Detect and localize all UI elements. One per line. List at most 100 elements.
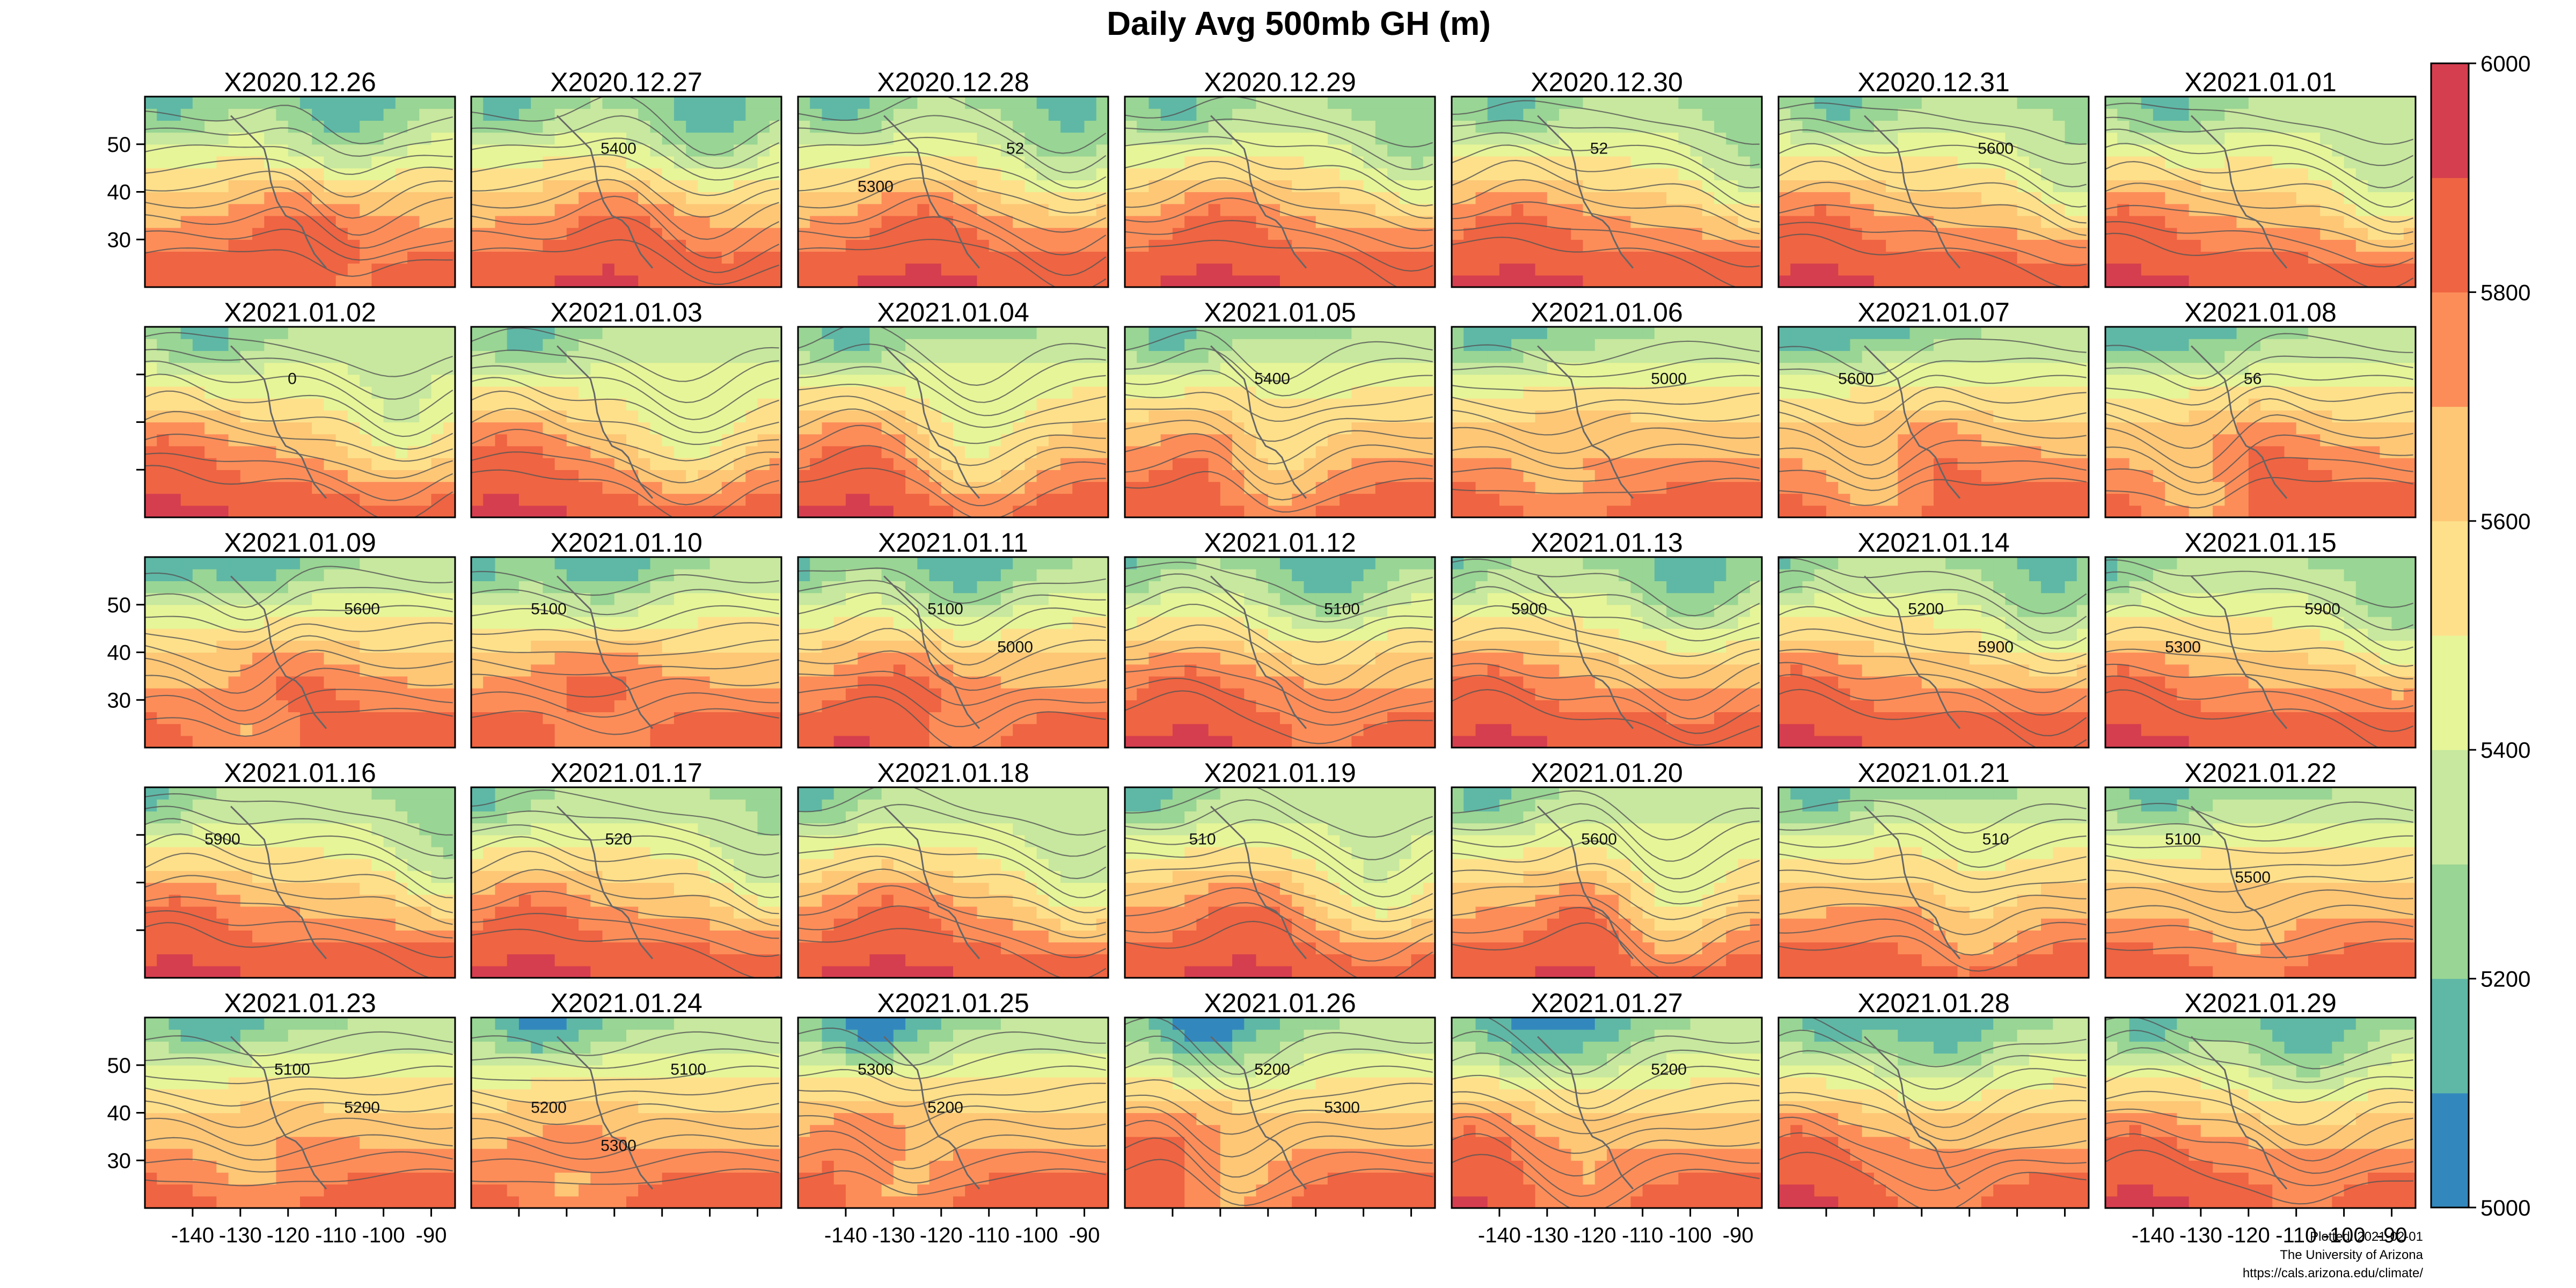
- field-cell: [1244, 108, 1257, 121]
- field-cell: [662, 203, 675, 216]
- field-cell: [216, 350, 229, 363]
- field-cell: [1559, 97, 1571, 109]
- field-cell: [1013, 386, 1025, 399]
- field-cell: [324, 362, 336, 375]
- field-cell: [1387, 120, 1400, 133]
- field-cell: [335, 156, 348, 169]
- field-cell: [977, 180, 990, 193]
- field-cell: [518, 434, 531, 447]
- field-cell: [833, 386, 846, 399]
- field-cell: [324, 192, 336, 204]
- field-cell: [1148, 108, 1161, 121]
- field-cell: [1547, 275, 1560, 287]
- field-cell: [1535, 180, 1548, 193]
- field-cell: [858, 470, 870, 482]
- field-cell: [1559, 398, 1571, 411]
- field-cell: [252, 203, 265, 216]
- field-cell: [1315, 339, 1328, 351]
- contour-line: [1125, 118, 1433, 171]
- field-cell: [1000, 97, 1013, 109]
- field-cell: [180, 481, 193, 494]
- field-cell: [1594, 132, 1607, 145]
- field-cell: [822, 458, 835, 470]
- field-cell: [2391, 239, 2404, 252]
- field-cell: [1048, 132, 1061, 145]
- field-cell: [1125, 120, 1137, 133]
- field-cell: [2308, 275, 2321, 287]
- field-cell: [1487, 481, 1500, 494]
- field-cell: [965, 327, 977, 339]
- field-cell: [1208, 505, 1221, 517]
- field-cell: [674, 168, 686, 180]
- field-cell: [1172, 203, 1185, 216]
- field-cell: [395, 168, 408, 180]
- field-cell: [1583, 350, 1596, 363]
- field-cell: [977, 132, 990, 145]
- field-cell: [371, 108, 384, 121]
- field-cell: [1327, 251, 1340, 264]
- field-cell: [1315, 398, 1328, 411]
- field-cell: [638, 192, 650, 204]
- field-cell: [2355, 132, 2368, 145]
- field-cell: [288, 410, 301, 423]
- field-cell: [769, 458, 781, 470]
- panel-title: X2021.01.03: [550, 297, 702, 327]
- field-cell: [1292, 97, 1304, 109]
- field-cell: [2260, 180, 2273, 193]
- field-cell: [721, 263, 734, 276]
- field-cell: [1220, 410, 1233, 423]
- contour-line: [1125, 433, 1433, 485]
- field-cell: [1208, 362, 1221, 375]
- field-cell: [977, 386, 990, 399]
- field-cell: [745, 275, 758, 287]
- field-cell: [1874, 275, 1886, 287]
- field-cell: [977, 97, 990, 109]
- field-cell: [1048, 203, 1061, 216]
- field-cell: [169, 386, 181, 399]
- field-cell: [674, 505, 686, 517]
- field-cell: [1523, 445, 1536, 458]
- field-cell: [698, 275, 711, 287]
- contour-line: [471, 408, 779, 462]
- field-cell: [579, 215, 591, 228]
- field-cell: [2224, 251, 2237, 264]
- field-cell: [1148, 505, 1161, 517]
- field-cell: [276, 386, 289, 399]
- field-cell: [157, 374, 169, 387]
- field-cell: [745, 215, 758, 228]
- field-cell: [2355, 144, 2368, 157]
- field-cell: [893, 144, 906, 157]
- field-cell: [1232, 505, 1245, 517]
- field-cell: [407, 470, 420, 482]
- field-cell: [2272, 203, 2285, 216]
- field-cell: [300, 386, 312, 399]
- field-cell: [2017, 192, 2030, 204]
- field-cell: [858, 458, 870, 470]
- field-cell: [579, 339, 591, 351]
- field-cell: [347, 251, 360, 264]
- field-cell: [1511, 350, 1524, 363]
- field-cell: [1523, 386, 1536, 399]
- field-cell: [276, 422, 289, 435]
- field-cell: [495, 275, 508, 287]
- field-cell: [1921, 120, 1934, 133]
- field-cell: [662, 470, 675, 482]
- field-cell: [929, 263, 942, 276]
- field-cell: [1208, 434, 1221, 447]
- field-cell: [698, 180, 711, 193]
- field-cell: [371, 339, 384, 351]
- field-cell: [1411, 374, 1424, 387]
- field-cell: [1523, 481, 1536, 494]
- field-cell: [1160, 180, 1173, 193]
- field-cell: [1268, 493, 1280, 506]
- field-cell: [431, 493, 444, 506]
- field-cell: [1315, 192, 1328, 204]
- field-cell: [858, 263, 870, 276]
- field-cell: [579, 239, 591, 252]
- field-cell: [312, 275, 324, 287]
- field-cell: [495, 144, 508, 157]
- field-cell: [1814, 192, 1827, 204]
- field-cell: [395, 327, 408, 339]
- field-cell: [1060, 470, 1073, 482]
- field-cell: [1642, 168, 1655, 180]
